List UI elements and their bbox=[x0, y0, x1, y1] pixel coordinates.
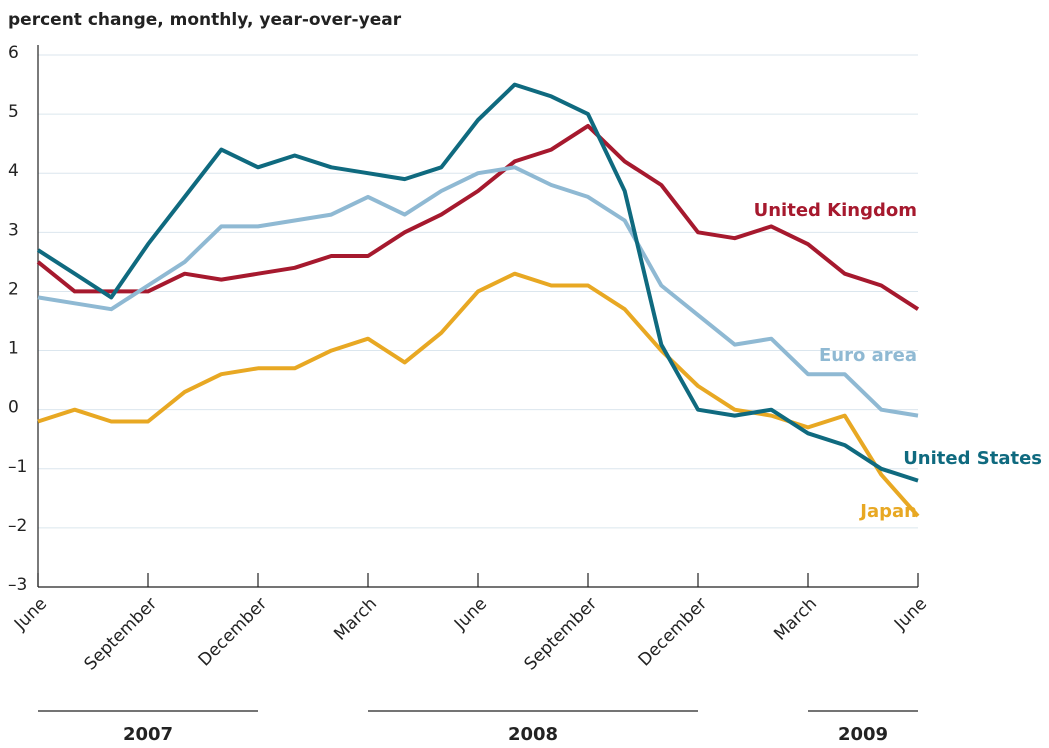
y-tick-label: 4 bbox=[8, 161, 19, 181]
x-tick-label: March bbox=[330, 594, 381, 645]
y-tick-label: –1 bbox=[8, 457, 27, 477]
series-label: United States bbox=[903, 448, 1042, 469]
series-line bbox=[37, 165, 919, 418]
y-tick-label: 3 bbox=[8, 220, 19, 240]
series-line bbox=[36, 82, 919, 483]
series-line bbox=[37, 271, 920, 518]
year-label: 2009 bbox=[838, 724, 888, 745]
series-label: Euro area bbox=[819, 345, 917, 366]
series-label: United Kingdom bbox=[754, 200, 917, 221]
y-tick-label: 1 bbox=[8, 339, 19, 359]
y-tick-label: 2 bbox=[8, 279, 19, 299]
x-tick-label: December bbox=[635, 594, 711, 670]
x-tick-label: June bbox=[10, 594, 51, 635]
y-axis-label: percent change, monthly, year-over-year bbox=[8, 10, 402, 30]
y-tick-label: 5 bbox=[8, 102, 19, 122]
x-tick-label: September bbox=[520, 594, 601, 675]
y-tick-label: 0 bbox=[8, 398, 19, 418]
x-tick-label: June bbox=[450, 594, 491, 635]
series-line bbox=[36, 123, 920, 311]
x-tick-label: June bbox=[890, 594, 931, 635]
series-label: Japan bbox=[858, 501, 917, 522]
y-tick-label: –3 bbox=[8, 575, 27, 595]
year-label: 2008 bbox=[508, 724, 558, 745]
year-label: 2007 bbox=[123, 724, 173, 745]
y-tick-label: 6 bbox=[8, 43, 19, 63]
x-tick-label: December bbox=[195, 594, 271, 670]
y-tick-label: –2 bbox=[8, 516, 27, 536]
x-tick-label: September bbox=[80, 594, 161, 675]
x-tick-label: March bbox=[770, 594, 821, 645]
